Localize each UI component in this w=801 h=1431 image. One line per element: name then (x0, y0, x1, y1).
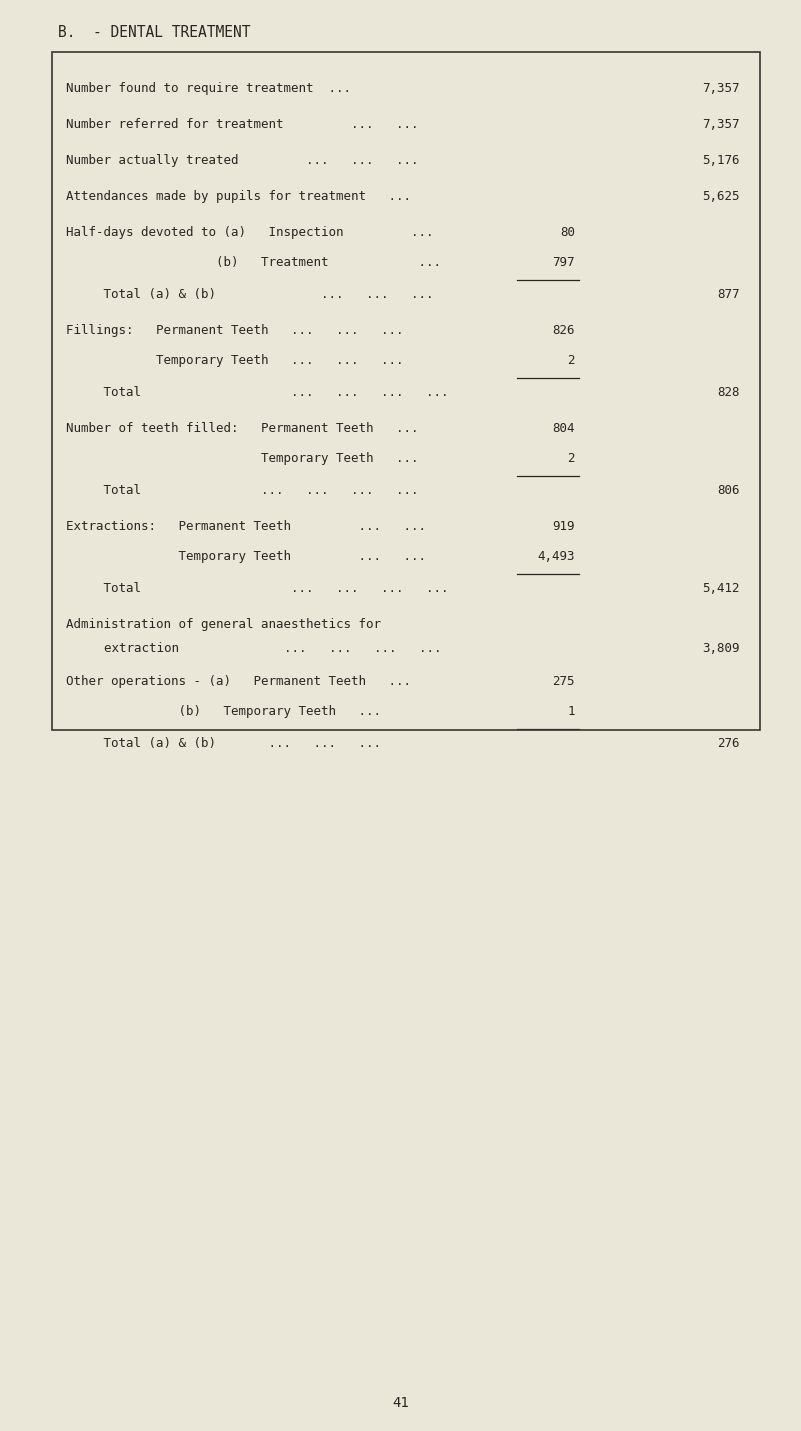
Text: Total (a) & (b)       ...   ...   ...: Total (a) & (b) ... ... ... (66, 737, 381, 750)
Text: 80: 80 (560, 226, 575, 239)
Text: 3,809: 3,809 (702, 641, 740, 655)
Text: 1: 1 (567, 705, 575, 718)
Text: Number of teeth filled:   Permanent Teeth   ...: Number of teeth filled: Permanent Teeth … (66, 422, 418, 435)
Text: Total (a) & (b)              ...   ...   ...: Total (a) & (b) ... ... ... (66, 288, 433, 301)
Text: 877: 877 (718, 288, 740, 301)
Text: 826: 826 (553, 323, 575, 336)
Text: Extractions:   Permanent Teeth         ...   ...: Extractions: Permanent Teeth ... ... (66, 519, 426, 532)
Text: Total                    ...   ...   ...   ...: Total ... ... ... ... (66, 582, 449, 595)
Text: Other operations - (a)   Permanent Teeth   ...: Other operations - (a) Permanent Teeth .… (66, 675, 411, 688)
Text: 2: 2 (567, 452, 575, 465)
Text: Total                    ...   ...   ...   ...: Total ... ... ... ... (66, 386, 449, 399)
Text: Temporary Teeth   ...: Temporary Teeth ... (66, 452, 418, 465)
Text: Number found to require treatment  ...: Number found to require treatment ... (66, 82, 351, 94)
Text: (b)   Treatment            ...: (b) Treatment ... (66, 256, 441, 269)
Text: B.  - DENTAL TREATMENT: B. - DENTAL TREATMENT (58, 24, 251, 40)
Text: Administration of general anaesthetics for: Administration of general anaesthetics f… (66, 618, 381, 631)
Text: Number actually treated         ...   ...   ...: Number actually treated ... ... ... (66, 155, 418, 167)
Text: 828: 828 (718, 386, 740, 399)
Text: Temporary Teeth         ...   ...: Temporary Teeth ... ... (66, 550, 426, 562)
Text: Number referred for treatment         ...   ...: Number referred for treatment ... ... (66, 117, 418, 132)
Text: Temporary Teeth   ...   ...   ...: Temporary Teeth ... ... ... (66, 353, 404, 366)
Text: 5,412: 5,412 (702, 582, 740, 595)
Text: 276: 276 (718, 737, 740, 750)
Text: 806: 806 (718, 484, 740, 497)
Text: 797: 797 (553, 256, 575, 269)
Text: 41: 41 (392, 1397, 409, 1410)
Bar (52, 52, 760, 730)
Text: Total                ...   ...   ...   ...: Total ... ... ... ... (66, 484, 418, 497)
Text: Attendances made by pupils for treatment   ...: Attendances made by pupils for treatment… (66, 190, 411, 203)
Text: 7,357: 7,357 (702, 117, 740, 132)
Text: 804: 804 (553, 422, 575, 435)
Text: Fillings:   Permanent Teeth   ...   ...   ...: Fillings: Permanent Teeth ... ... ... (66, 323, 404, 336)
Text: 7,357: 7,357 (702, 82, 740, 94)
Text: Half-days devoted to (a)   Inspection         ...: Half-days devoted to (a) Inspection ... (66, 226, 433, 239)
Text: 919: 919 (553, 519, 575, 532)
Text: (b)   Temporary Teeth   ...: (b) Temporary Teeth ... (66, 705, 381, 718)
Text: extraction              ...   ...   ...   ...: extraction ... ... ... ... (74, 641, 441, 655)
Text: 4,493: 4,493 (537, 550, 575, 562)
Text: 275: 275 (553, 675, 575, 688)
Text: 5,625: 5,625 (702, 190, 740, 203)
Text: 5,176: 5,176 (702, 155, 740, 167)
Text: 2: 2 (567, 353, 575, 366)
